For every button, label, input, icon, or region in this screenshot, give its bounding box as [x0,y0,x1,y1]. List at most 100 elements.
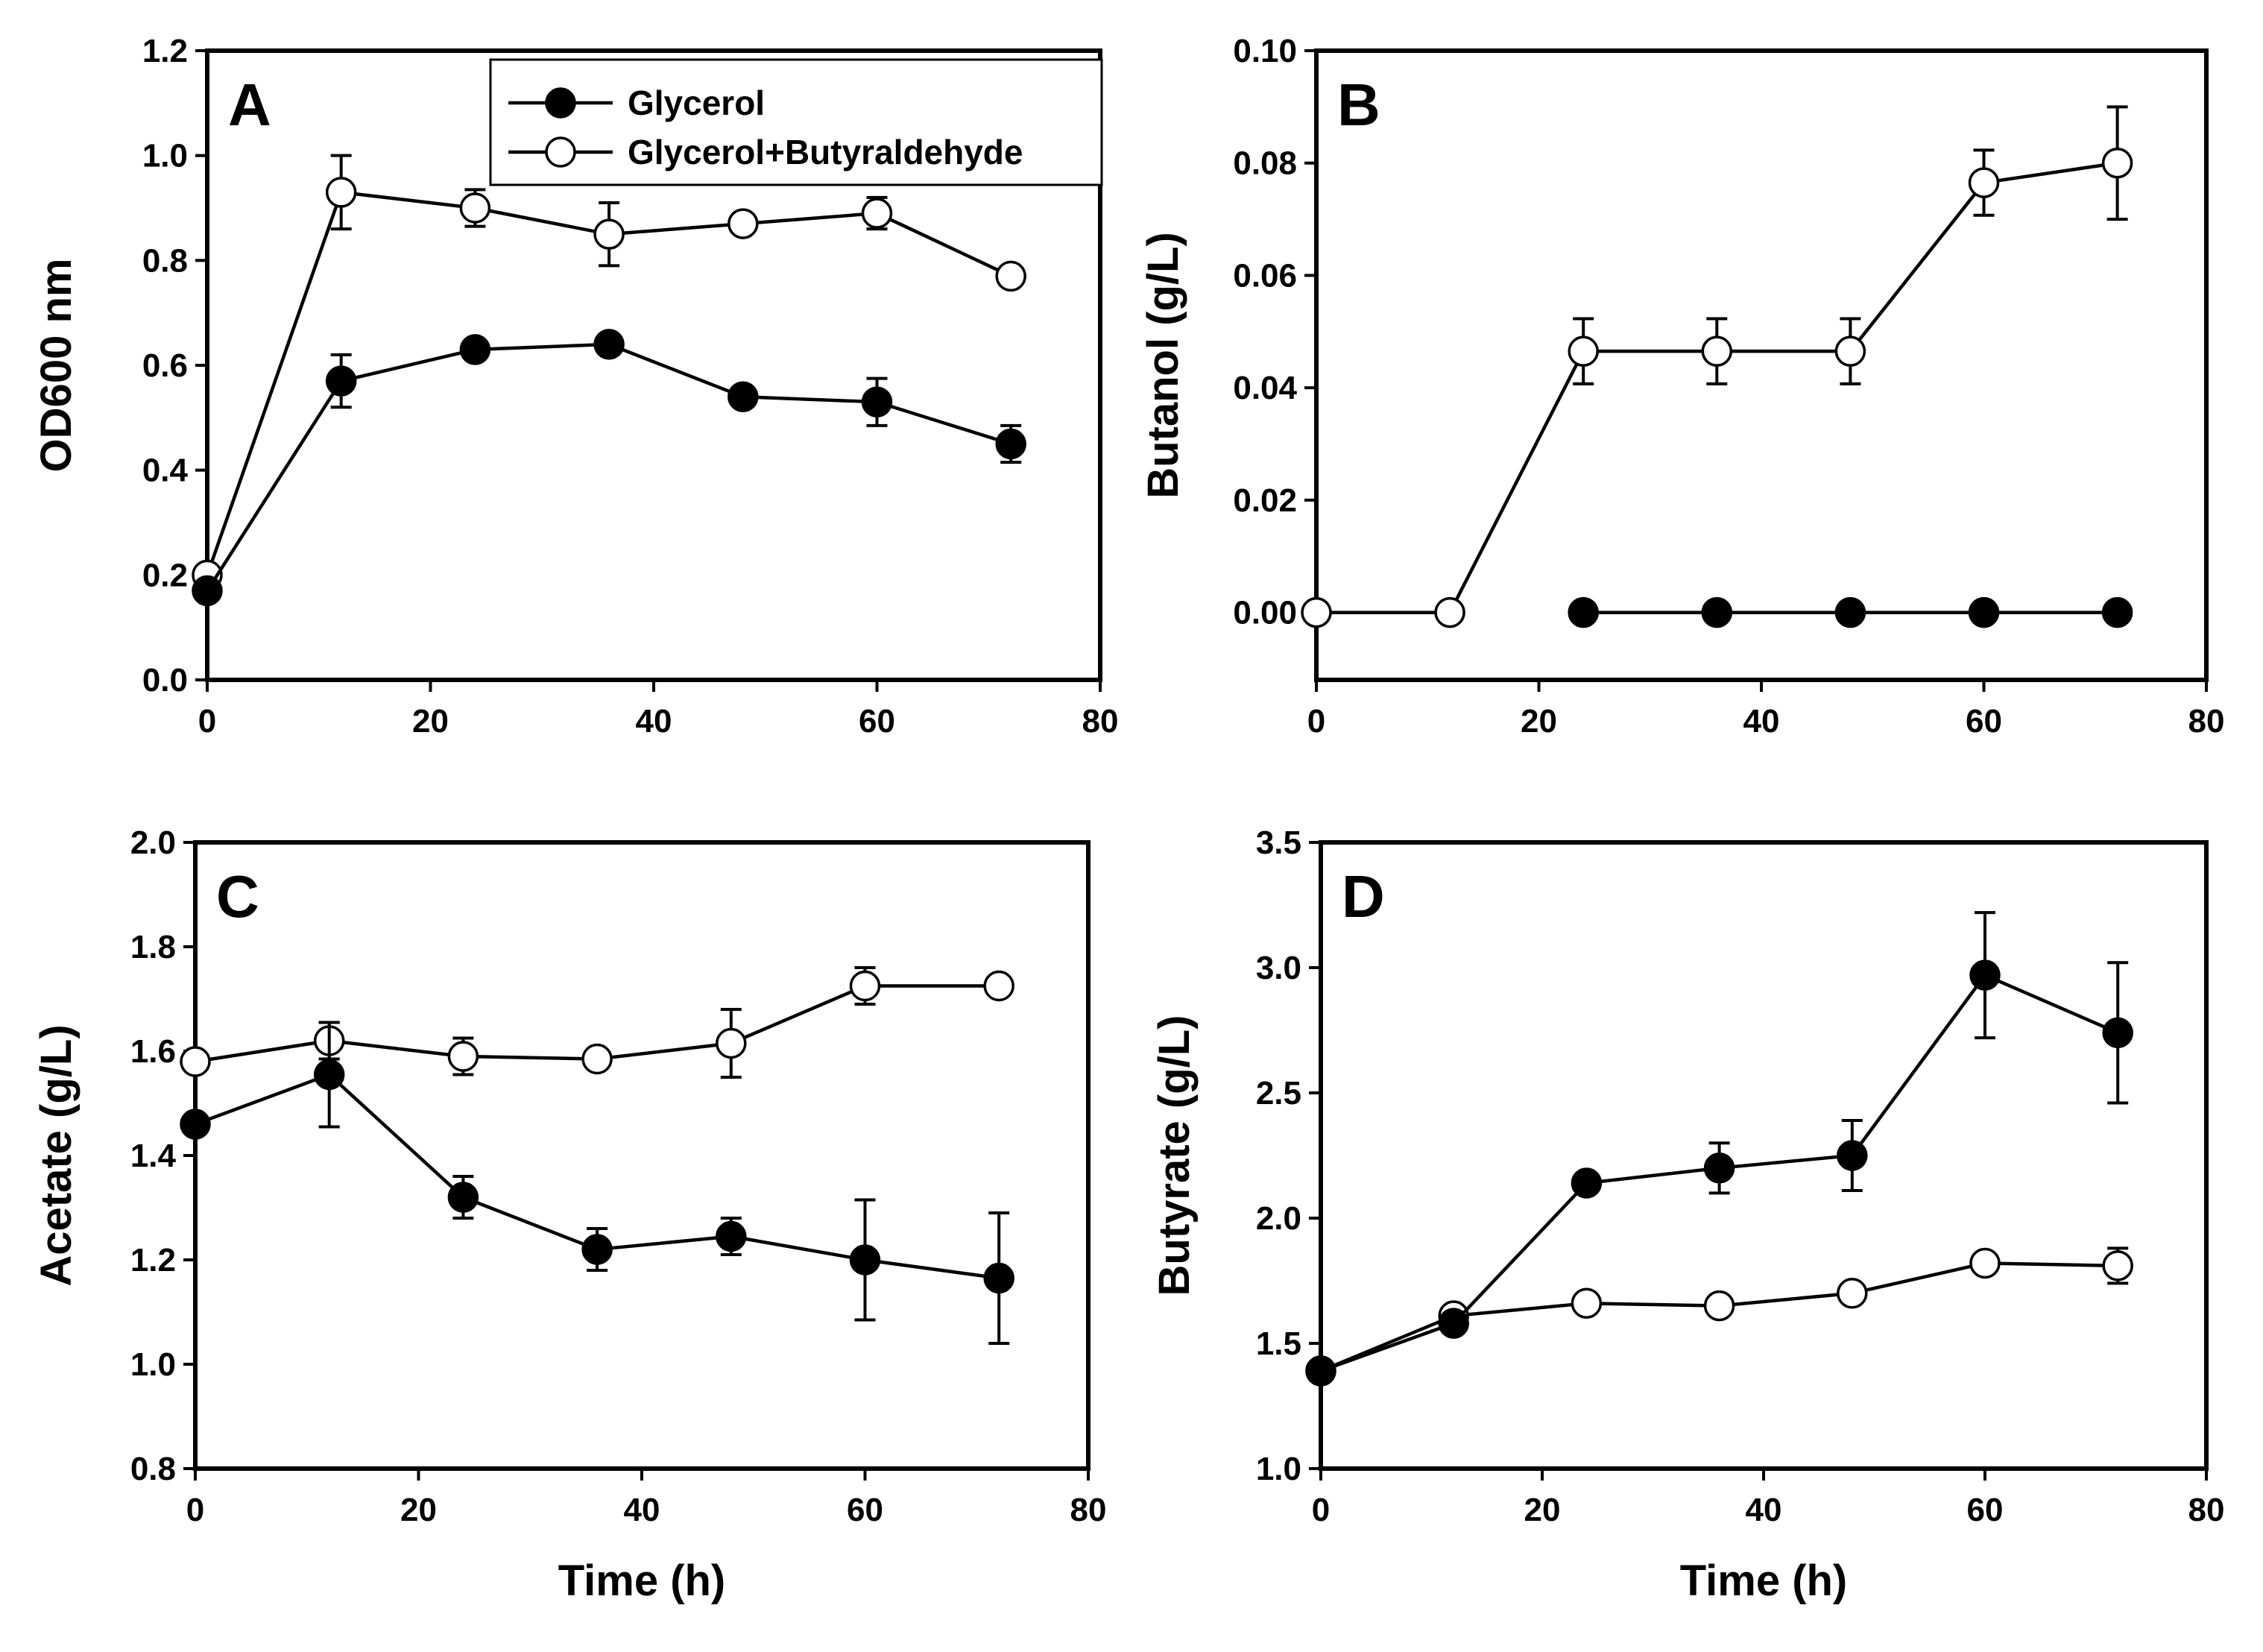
x-tick-label: 0 [198,703,216,740]
data-point [593,329,625,360]
y-tick-label: 0.4 [142,453,189,489]
y-tick-label: 1.2 [130,1242,176,1279]
panel-letter: A [228,72,271,138]
panel-a: 0 20 40 60 80 0.0 0.2 0.4 0.6 0.8 1.0 1.2 OD600 nm A G… [32,33,1118,740]
panel-b: 0 20 40 60 80 0.00 0.02 0.04 0.06 0.08 0.10 Butanol… [1139,33,2224,740]
data-point [983,970,1014,1002]
data-point [180,1109,211,1140]
legend-label: Glycerol+Butyraldehyde [628,133,1023,171]
data-point [1568,335,1599,367]
data-point [995,428,1026,460]
y-tick-label: 0.02 [1233,482,1297,519]
data-point [2102,1017,2133,1049]
data-point [1969,959,2001,991]
data-point [1703,1153,1735,1184]
y-tick-label: 0.8 [142,242,188,279]
data-point [325,365,357,397]
x-tick-label: 80 [2188,703,2225,740]
data-point [727,381,759,412]
x-tick-label: 40 [636,703,672,740]
data-point [581,1234,613,1265]
series-glycerol-butyraldehyde [192,154,1026,591]
y-axis-title: Butanol (g/L) [1139,232,1187,499]
data-point [716,1027,747,1059]
data-point [2101,147,2133,179]
x-tick-label: 80 [2188,1492,2225,1528]
y-tick-label: 0.2 [142,557,188,593]
y-axis-title: OD600 nm [32,259,81,473]
y-tick-label: 0.00 [1233,595,1297,631]
y-tick-label: 1.4 [130,1138,177,1174]
data-point [849,970,881,1002]
x-axis-title: Time (h) [1680,1557,1848,1605]
data-point [861,198,893,229]
data-point [1837,1140,1868,1171]
data-point [593,218,625,250]
y-tick-label: 0.04 [1233,370,1297,406]
data-point [983,1262,1014,1294]
y-tick-label: 1.0 [130,1346,176,1383]
data-point [325,177,357,208]
data-point [1438,1308,1469,1339]
series-glycerol [180,1021,1014,1345]
legend-label: Glycerol [628,83,765,122]
x-tick-label: 40 [1746,1492,1782,1528]
x-tick-label: 60 [1966,703,2002,740]
data-point [1834,335,1866,367]
panel-letter: B [1337,72,1380,138]
legend-marker [545,136,576,168]
y-axis-title: Butyrate (g/L) [1150,1015,1199,1296]
data-point [180,1046,211,1077]
data-point [995,260,1026,292]
series-glycerol-butyraldehyde [1301,105,2133,628]
data-point [861,386,893,417]
panel-letter: C [216,863,259,930]
x-tick-label: 0 [186,1492,204,1528]
panel-letter: D [1342,863,1385,930]
data-point [727,208,759,239]
data-point [459,334,491,365]
y-tick-label: 2.5 [1256,1075,1301,1112]
x-tick-label: 20 [400,1492,437,1528]
y-tick-label: 2.0 [1256,1200,1301,1237]
data-point [1701,335,1733,367]
x-tick-label: 60 [847,1492,883,1528]
data-point [581,1043,613,1075]
data-point [1968,167,2000,198]
data-point [2101,596,2133,628]
x-tick-label: 80 [1082,703,1119,740]
panel-d: 0 20 40 60 80 1.0 1.5 2.0 2.5 3.0 3.5 Butyrate (g/L… [1150,825,2224,1605]
data-point [1571,1167,1603,1199]
y-tick-label: 3.5 [1256,825,1301,861]
x-tick-label: 20 [1524,1492,1561,1528]
y-tick-label: 1.0 [1256,1451,1301,1487]
data-point [1305,1355,1336,1387]
y-tick-label: 0.06 [1233,257,1297,294]
x-tick-label: 40 [1743,703,1780,740]
x-tick-label: 20 [1521,703,1557,740]
y-tick-label: 3.0 [1256,950,1301,986]
data-point [2102,1250,2133,1281]
y-tick-label: 0.0 [142,662,188,699]
y-tick-label: 0.10 [1233,33,1297,69]
x-tick-label: 20 [412,703,449,740]
data-point [192,575,223,607]
data-point [1568,596,1599,628]
y-tick-label: 0.8 [130,1451,176,1487]
data-point [1571,1287,1603,1319]
data-point [1969,1247,2001,1279]
y-tick-label: 1.5 [1256,1325,1301,1362]
y-tick-label: 1.2 [142,33,188,69]
series-glycerol [1568,596,2133,628]
y-tick-label: 0.08 [1233,145,1297,182]
data-point [1834,596,1866,628]
x-tick-label: 60 [1967,1492,2004,1528]
legend-box [489,58,1103,186]
x-tick-label: 0 [1307,703,1325,740]
data-point [1301,596,1332,628]
panel-c: 0 20 40 60 80 0.8 1.0 1.2 1.4 1.6 1.8 2.0 Acetate (g… [32,825,1106,1605]
data-point [447,1041,479,1072]
